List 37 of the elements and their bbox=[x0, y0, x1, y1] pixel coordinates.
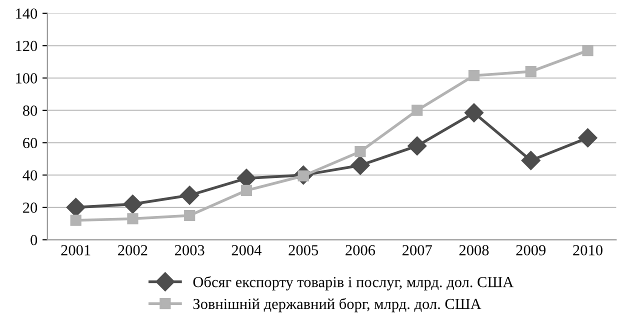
point bbox=[184, 210, 196, 222]
x-tick-label: 2008 bbox=[459, 245, 489, 256]
point bbox=[66, 198, 86, 217]
point bbox=[240, 184, 252, 196]
point bbox=[127, 213, 138, 224]
y-tick-label: 100 bbox=[16, 73, 38, 84]
y-tick-label: 60 bbox=[23, 138, 38, 148]
y-tick-label: 80 bbox=[22, 106, 38, 116]
x-tick-label: 2007 bbox=[402, 245, 432, 256]
point bbox=[578, 128, 598, 148]
point bbox=[123, 194, 142, 214]
legend-label: Обсяг експорту товарів і послуг, млрд. дол. США bbox=[193, 276, 514, 290]
y-tick-label: 40 bbox=[22, 170, 38, 181]
point bbox=[408, 136, 427, 156]
point bbox=[350, 156, 370, 175]
point bbox=[582, 44, 594, 56]
x-tick-label: 2003 bbox=[174, 245, 204, 256]
point bbox=[525, 66, 536, 78]
x-tick-label: 2004 bbox=[232, 245, 262, 256]
y-tick-label: 120 bbox=[16, 40, 38, 52]
point bbox=[180, 186, 200, 205]
x-tick-label: 2009 bbox=[516, 245, 546, 256]
y-tick-label: 0 bbox=[30, 234, 38, 246]
point bbox=[468, 70, 480, 82]
point bbox=[521, 150, 540, 170]
legend-label: Зовнішній державний борг, млрд. дол. США bbox=[193, 298, 482, 312]
y-tick-label: 20 bbox=[23, 202, 38, 213]
point bbox=[464, 103, 484, 122]
point bbox=[354, 146, 366, 158]
x-tick-label: 2010 bbox=[573, 245, 602, 256]
y-tick-label: 140 bbox=[16, 8, 38, 19]
point bbox=[70, 214, 82, 226]
x-tick-label: 2005 bbox=[288, 245, 318, 256]
x-tick-label: 2006 bbox=[346, 245, 376, 256]
point bbox=[412, 104, 423, 116]
x-tick-label: 2001 bbox=[61, 245, 90, 256]
x-tick-label: 2002 bbox=[118, 245, 148, 256]
